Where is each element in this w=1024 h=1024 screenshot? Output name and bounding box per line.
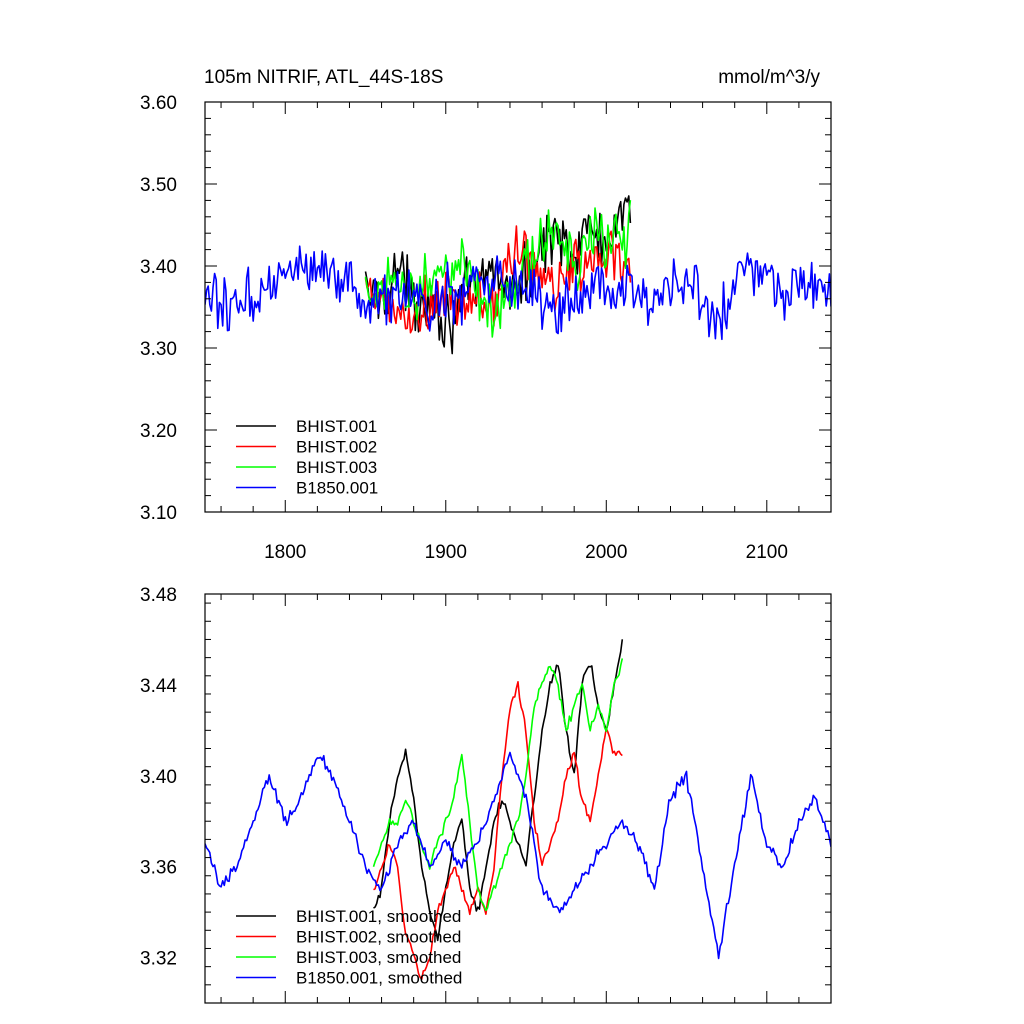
y-tick-label-top: 3.40 <box>140 257 177 278</box>
panel-bottom-series-layer <box>205 639 831 981</box>
panel-top: 105m NITRIF, ATL_44S-18S mmol/m^3/y 3.10… <box>140 67 832 563</box>
y-tick-label-bottom: 3.40 <box>140 767 177 788</box>
legend-label-top-1: BHIST.001 <box>296 417 377 436</box>
y-tick-label-top: 3.10 <box>140 503 177 524</box>
x-tick-label-top: 1800 <box>264 542 306 563</box>
legend-label-top-3: BHIST.003 <box>296 458 377 477</box>
x-tick-label-top: 2000 <box>585 542 627 563</box>
y-tick-label-bottom: 3.32 <box>140 949 177 970</box>
y-tick-label-top: 3.20 <box>140 421 177 442</box>
legend-label-top-2: BHIST.002 <box>296 438 377 457</box>
y-tick-label-top: 3.30 <box>140 339 177 360</box>
panel-bottom: 3.32 3.36 3.40 3.44 3.48 BHIST.001, smoothed… <box>140 585 832 1004</box>
y-tick-label-bottom: 3.48 <box>140 585 177 606</box>
legend-label-top-4: B1850.001 <box>296 479 378 498</box>
panel-top-title-right: mmol/m^3/y <box>718 67 820 88</box>
y-tick-label-top: 3.60 <box>140 93 177 114</box>
x-tick-label-top: 1900 <box>425 542 467 563</box>
panel-bottom-legend: BHIST.001, smoothed BHIST.002, smoothedBH… <box>236 907 462 988</box>
series-line-bottom-4 <box>205 751 831 960</box>
panel-bottom-axes: 3.32 3.36 3.40 3.44 3.48 <box>140 585 832 1004</box>
y-tick-label-bottom: 3.44 <box>140 676 177 697</box>
x-tick-label-top: 2100 <box>746 542 788 563</box>
series-line-bottom-3 <box>372 658 624 912</box>
legend-label-bottom-3: BHIST.003, smoothed <box>296 948 461 967</box>
series-line-bottom-1 <box>373 639 624 942</box>
y-tick-label-bottom: 3.36 <box>140 858 177 879</box>
legend-label-bottom-2: BHIST.002, smoothed <box>296 928 461 947</box>
legend-label-bottom-1: BHIST.001, smoothed <box>296 907 461 926</box>
series-line-bottom-2 <box>373 681 623 981</box>
series-line-top-4 <box>205 245 831 341</box>
plot-frame-top <box>204 101 832 513</box>
panel-top-axes: 3.10 3.20 3.30 3.40 3.50 3.60 1800 1900 2000 2100 <box>140 93 832 563</box>
plot-frame-bottom <box>204 593 832 1004</box>
panel-top-title-left: 105m NITRIF, ATL_44S-18S <box>204 67 443 88</box>
panel-top-series-layer <box>205 195 831 355</box>
y-tick-label-top: 3.50 <box>140 175 177 196</box>
legend-label-bottom-4: B1850.001, smoothed <box>296 969 462 988</box>
